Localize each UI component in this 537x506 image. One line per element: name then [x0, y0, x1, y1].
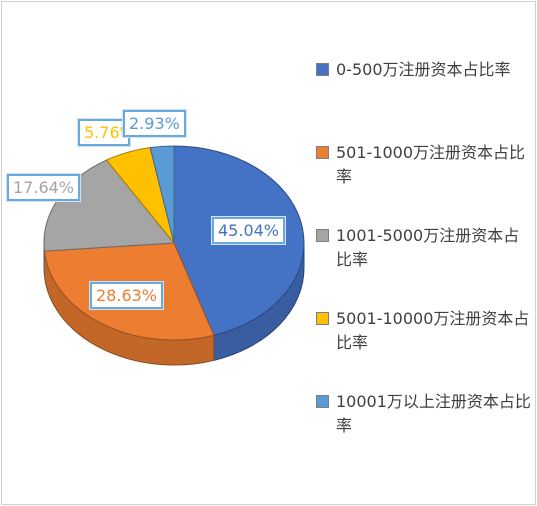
legend-label-2: 1001-5000万注册资本占比率 [336, 226, 520, 269]
legend-item-0: 0-500万注册资本占比率 [316, 58, 531, 141]
legend-item-4: 10001万以上注册资本占比率 [316, 390, 531, 473]
data-label-0: 45.04% [212, 217, 286, 244]
legend: 0-500万注册资本占比率 501-1000万注册资本占比率 1001-5000… [316, 58, 531, 473]
legend-swatch-2 [316, 229, 329, 242]
legend-swatch-4 [316, 395, 329, 408]
legend-item-2: 1001-5000万注册资本占比率 [316, 224, 531, 307]
data-label-4: 2.93% [123, 110, 186, 137]
legend-label-1: 501-1000万注册资本占比率 [336, 143, 526, 186]
legend-item-1: 501-1000万注册资本占比率 [316, 141, 531, 224]
legend-swatch-0 [316, 63, 329, 76]
legend-swatch-3 [316, 312, 329, 325]
legend-swatch-1 [316, 146, 329, 159]
legend-label-4: 10001万以上注册资本占比率 [336, 392, 531, 435]
data-label-3: 5.76% [78, 119, 130, 146]
data-label-2: 17.64% [7, 174, 81, 201]
data-label-1: 28.63% [90, 282, 164, 309]
pie-slice-4 [149, 145, 175, 244]
legend-label-0: 0-500万注册资本占比率 [336, 60, 511, 79]
legend-label-3: 5001-10000万注册资本占比率 [336, 309, 530, 352]
legend-item-3: 5001-10000万注册资本占比率 [316, 307, 531, 390]
